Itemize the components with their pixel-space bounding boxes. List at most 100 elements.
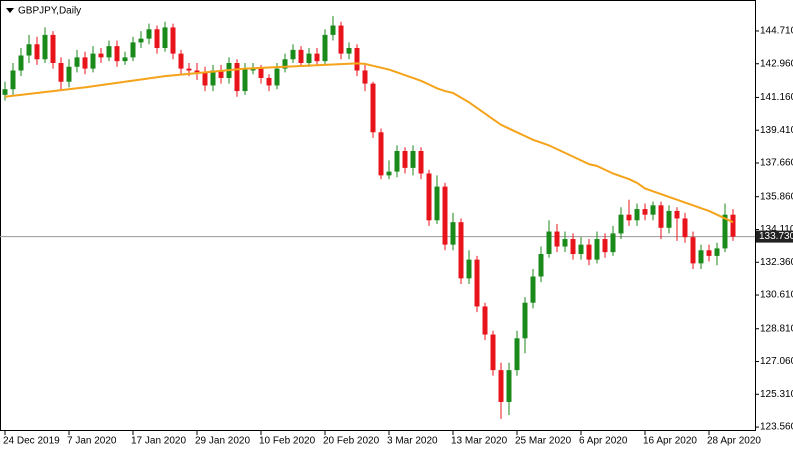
chart-title: GBPJPY,Daily: [18, 6, 81, 17]
candle-body: [218, 70, 224, 78]
x-tick-label: 6 Apr 2020: [579, 436, 628, 447]
candle-body: [458, 222, 464, 279]
candle-body: [338, 25, 344, 54]
candle-body: [290, 49, 296, 60]
candle-body: [522, 302, 528, 339]
candle-body: [682, 218, 688, 238]
y-tick-label: 141.160: [760, 92, 793, 103]
x-tick-label: 7 Jan 2020: [67, 436, 117, 447]
candle-body: [178, 53, 184, 69]
candle-body: [42, 34, 48, 60]
candle-body: [474, 259, 480, 307]
candle-body: [258, 68, 264, 78]
x-tick-label: 29 Jan 2020: [195, 436, 250, 447]
candle-body: [466, 259, 472, 279]
candle-body: [610, 233, 616, 253]
y-tick-label: 142.960: [760, 58, 793, 69]
candle-body: [714, 248, 720, 256]
candle-body: [690, 237, 696, 264]
candle-body: [98, 53, 104, 58]
candle-body: [234, 62, 240, 92]
candle-body: [322, 34, 328, 62]
candle-body: [666, 210, 672, 228]
candle-body: [18, 55, 24, 71]
y-tick-label: 125.310: [760, 389, 793, 400]
candle-body: [642, 209, 648, 215]
y-tick-label: 144.710: [760, 26, 793, 37]
candle-body: [170, 27, 176, 54]
candle-body: [154, 29, 160, 49]
candle-body: [242, 68, 248, 92]
candle-body: [554, 231, 560, 247]
candle-body: [58, 62, 64, 82]
menu-triangle: [6, 8, 14, 13]
plot-frame: [0, 0, 756, 431]
candle-body: [314, 53, 320, 62]
candle-body: [50, 34, 56, 63]
candle-body: [530, 276, 536, 303]
candle-body: [114, 46, 120, 62]
candle-body: [658, 205, 664, 228]
y-tick-label: 130.610: [760, 290, 793, 301]
candle-body: [618, 214, 624, 234]
candle-body: [74, 57, 80, 67]
x-tick-label: 24 Dec 2019: [3, 436, 60, 447]
candle-body: [66, 66, 72, 82]
candle-body: [130, 42, 136, 58]
x-tick-label: 28 Apr 2020: [707, 436, 761, 447]
price-label: 133.730: [759, 231, 793, 242]
y-tick-label: 123.560: [760, 422, 793, 433]
candle-body: [450, 222, 456, 245]
candle-body: [250, 68, 256, 71]
candle-body: [538, 254, 544, 277]
candle-body: [498, 370, 504, 402]
x-tick-label: 17 Jan 2020: [131, 436, 186, 447]
candle-body: [698, 250, 704, 264]
candle-body: [490, 334, 496, 371]
candle-body: [482, 306, 488, 335]
candle-body: [722, 214, 728, 249]
candle-body: [562, 239, 568, 247]
candle-body: [594, 239, 600, 260]
candle-body: [138, 38, 144, 43]
candle-body: [90, 53, 96, 69]
candle-body: [210, 70, 216, 86]
candle-body: [602, 239, 608, 253]
candle-body: [586, 244, 592, 260]
candle-body: [730, 214, 736, 237]
candle-body: [194, 70, 200, 73]
candle-body: [186, 68, 192, 71]
y-tick-label: 139.410: [760, 125, 793, 136]
candle-body: [330, 25, 336, 35]
candle-body: [306, 53, 312, 63]
candle-body: [546, 231, 552, 255]
candle-body: [386, 171, 392, 176]
x-tick-label: 20 Feb 2020: [323, 436, 380, 447]
candle-body: [202, 72, 208, 86]
candle-body: [626, 214, 632, 221]
y-tick-label: 134.110: [760, 224, 793, 235]
candle-body: [442, 186, 448, 245]
candle-body: [378, 132, 384, 176]
candle-body: [650, 205, 656, 215]
moving-average: [4, 62, 734, 224]
y-tick-label: 132.360: [760, 257, 793, 268]
candle-body: [578, 244, 584, 255]
candle-body: [354, 48, 360, 71]
candle-body: [122, 57, 128, 62]
candle-body: [410, 151, 416, 168]
candle-body: [34, 44, 40, 60]
y-tick-label: 137.660: [760, 158, 793, 169]
candle-body: [570, 239, 576, 255]
candle-body: [282, 59, 288, 69]
candle-body: [146, 29, 152, 39]
x-tick-label: 10 Feb 2020: [259, 436, 316, 447]
candle-body: [162, 27, 168, 49]
y-tick-label: 135.860: [760, 191, 793, 202]
candle-body: [514, 338, 520, 371]
candle-body: [434, 186, 440, 221]
candle-body: [426, 173, 432, 221]
candle-body: [674, 210, 680, 219]
x-tick-label: 13 Mar 2020: [451, 436, 508, 447]
